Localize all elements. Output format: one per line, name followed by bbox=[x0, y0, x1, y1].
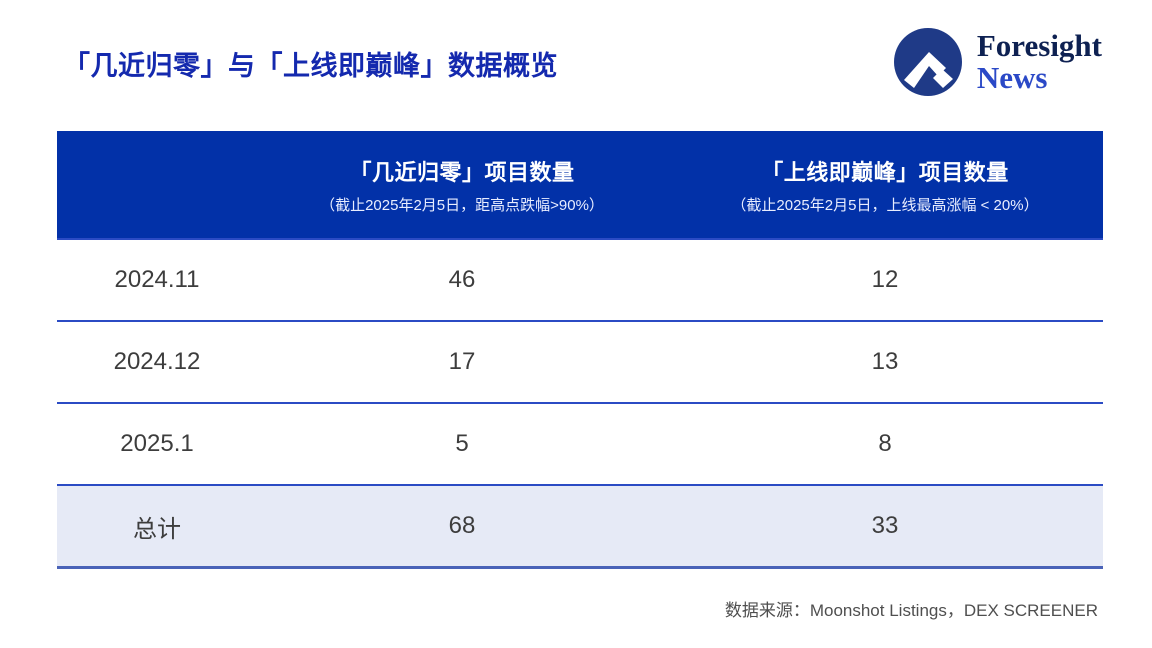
page-title: 「几近归零」与「上线即巅峰」数据概览 bbox=[63, 51, 558, 81]
period-cell: 2025.1 bbox=[120, 430, 194, 457]
data-source-note: 数据来源：Moonshot Listings，DEX SCREENER bbox=[724, 601, 1098, 620]
brand-name: Foresight News bbox=[976, 27, 1102, 95]
table-header: 「几近归零」项目数量 （截止2025年2月5日，距高点跌幅>90%） 「上线即巅… bbox=[57, 131, 1103, 238]
header-launch-peak-label: 「上线即巅峰」项目数量 bbox=[761, 159, 1009, 185]
launch-peak-value-cell: 33 bbox=[871, 512, 899, 539]
launch-peak-value-cell: 12 bbox=[871, 266, 899, 293]
header-near-zero-label: 「几近归零」项目数量 bbox=[349, 159, 575, 185]
header-cell-period bbox=[57, 131, 257, 238]
table-row: 2024.12 17 13 bbox=[57, 320, 1103, 402]
table-row: 2024.11 46 12 bbox=[57, 238, 1103, 320]
brand-name-line2: News bbox=[976, 60, 1048, 95]
near-zero-value-cell: 5 bbox=[455, 430, 469, 457]
period-cell: 2024.12 bbox=[113, 348, 201, 375]
near-zero-value-cell: 17 bbox=[448, 348, 476, 375]
brand-logo: Foresight News bbox=[892, 26, 1102, 98]
data-table: 「几近归零」项目数量 （截止2025年2月5日，距高点跌幅>90%） 「上线即巅… bbox=[57, 131, 1103, 569]
header-cell-near-zero: 「几近归零」项目数量 （截止2025年2月5日，距高点跌幅>90%） bbox=[257, 131, 667, 238]
period-cell: 2024.11 bbox=[114, 266, 200, 293]
brand-name-line1: Foresight bbox=[976, 27, 1102, 63]
near-zero-value-cell: 68 bbox=[448, 512, 476, 539]
table-row: 2025.1 5 8 bbox=[57, 402, 1103, 484]
foresight-logo-icon bbox=[893, 28, 962, 96]
header-cell-launch-peak: 「上线即巅峰」项目数量 （截止2025年2月5日，上线最高涨幅 < 20%） bbox=[667, 131, 1103, 238]
header-launch-peak-sublabel: （截止2025年2月5日，上线最高涨幅 < 20%） bbox=[731, 196, 1039, 214]
period-cell: 总计 bbox=[133, 515, 181, 543]
header-near-zero-sublabel: （截止2025年2月5日，距高点跌幅>90%） bbox=[320, 196, 604, 214]
launch-peak-value-cell: 13 bbox=[871, 348, 899, 375]
table-row-total: 总计 68 33 bbox=[57, 484, 1103, 566]
near-zero-value-cell: 46 bbox=[448, 266, 476, 293]
launch-peak-value-cell: 8 bbox=[878, 430, 892, 457]
